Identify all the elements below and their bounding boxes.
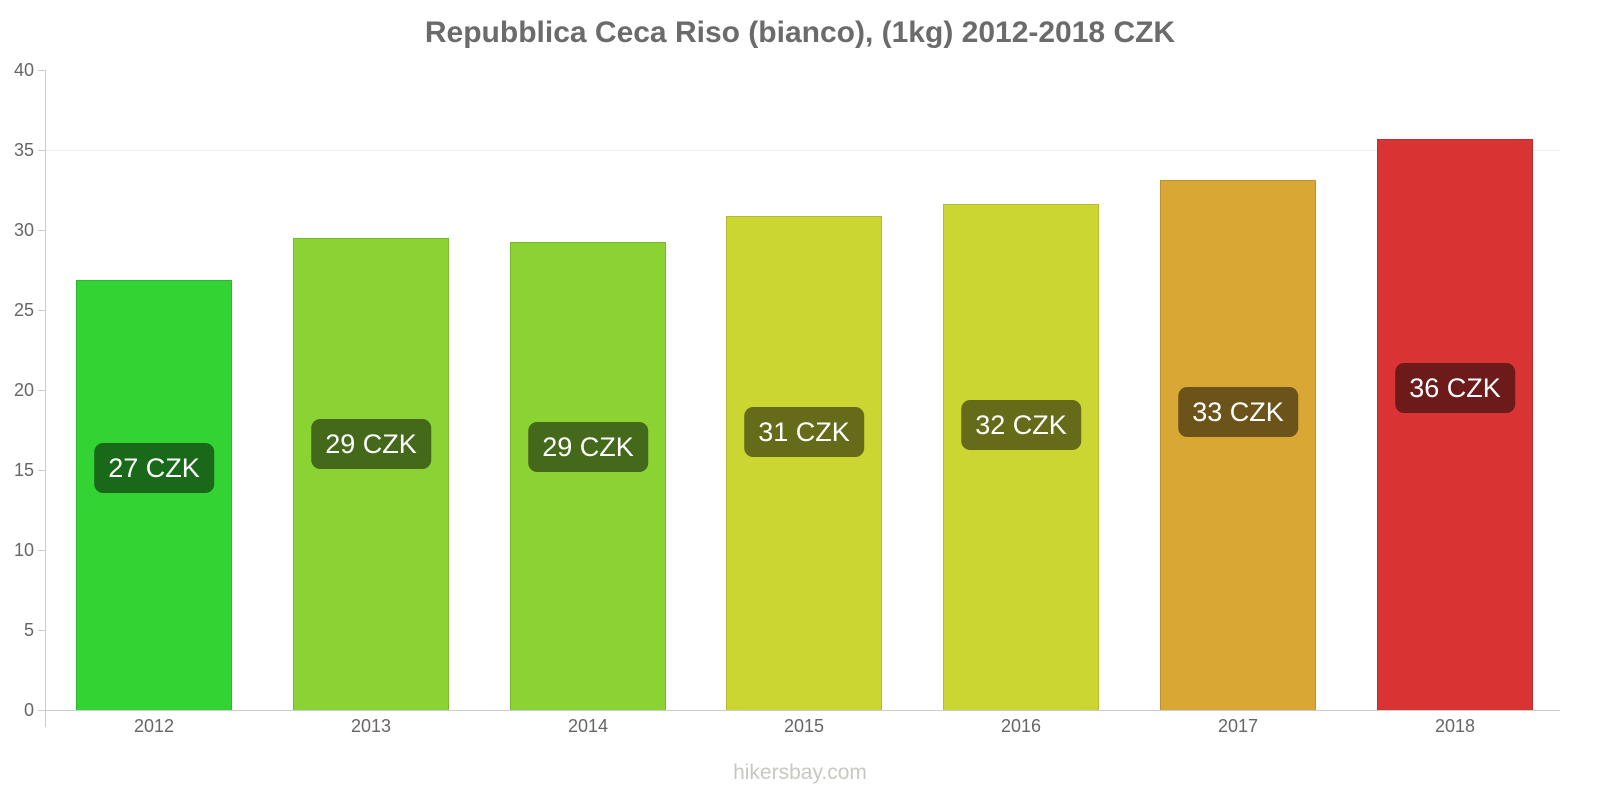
bar-value-label-2015: 31 CZK	[744, 407, 864, 457]
y-tick-35	[38, 149, 45, 151]
y-tick-25	[38, 309, 45, 311]
bar-2014[interactable]: 29 CZK	[510, 242, 666, 710]
x-axis-label-2018: 2018	[1434, 716, 1476, 736]
x-axis-label-2015: 2015	[783, 716, 825, 736]
y-tick-20	[38, 389, 45, 391]
y-tick-label-10: 10	[13, 540, 34, 560]
x-axis-line	[45, 710, 1560, 711]
chart-title: Repubblica Ceca Riso (bianco), (1kg) 201…	[424, 16, 1176, 49]
y-axis-line	[45, 70, 46, 727]
y-tick-label-25: 25	[13, 300, 34, 320]
y-tick-label-35: 35	[13, 140, 34, 160]
x-axis-label-2017: 2017	[1217, 716, 1259, 736]
y-tick-40	[38, 69, 45, 71]
y-tick-30	[38, 229, 45, 231]
bar-2016[interactable]: 32 CZK	[943, 204, 1099, 710]
bar-value-label-2016: 32 CZK	[961, 400, 1081, 450]
gridline-35	[46, 150, 1560, 151]
y-tick-10	[38, 549, 45, 551]
x-axis-label-2014: 2014	[567, 716, 609, 736]
y-tick-0	[38, 709, 45, 711]
y-tick-label-0: 0	[23, 700, 34, 720]
y-tick-5	[38, 629, 45, 631]
watermark: hikersbay.com	[733, 761, 867, 784]
bar-value-label-2018: 36 CZK	[1395, 363, 1515, 413]
bar-value-label-2013: 29 CZK	[311, 419, 431, 469]
y-tick-label-40: 40	[13, 60, 34, 80]
bar-2013[interactable]: 29 CZK	[293, 238, 449, 710]
bar-2012[interactable]: 27 CZK	[76, 280, 232, 710]
y-tick-label-30: 30	[13, 220, 34, 240]
bar-value-label-2012: 27 CZK	[94, 443, 214, 493]
y-tick-label-5: 5	[23, 620, 34, 640]
bar-2015[interactable]: 31 CZK	[726, 216, 882, 710]
x-axis-label-2016: 2016	[1000, 716, 1042, 736]
y-tick-label-15: 15	[13, 460, 34, 480]
bar-value-label-2014: 29 CZK	[528, 422, 648, 472]
bar-2018[interactable]: 36 CZK	[1377, 139, 1533, 710]
x-axis-label-2012: 2012	[133, 716, 175, 736]
y-tick-label-20: 20	[13, 380, 34, 400]
y-tick-15	[38, 469, 45, 471]
bar-2017[interactable]: 33 CZK	[1160, 180, 1316, 710]
x-axis-label-2013: 2013	[350, 716, 392, 736]
bar-value-label-2017: 33 CZK	[1178, 387, 1298, 437]
